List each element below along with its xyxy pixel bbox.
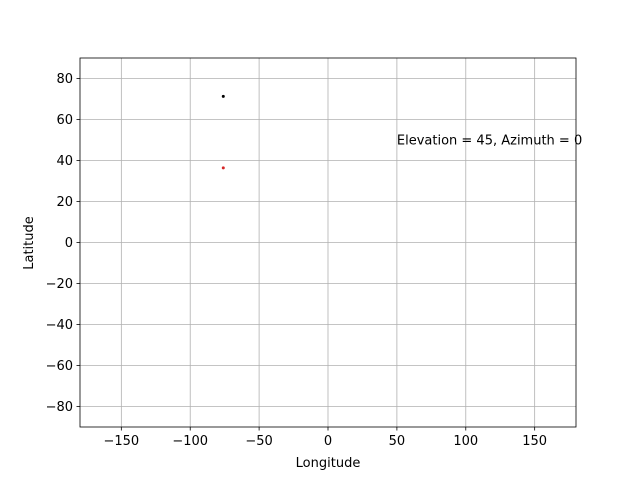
y-tick-label: −80 <box>46 400 73 415</box>
x-tick-label: −100 <box>172 434 208 449</box>
grid-lines <box>80 58 576 427</box>
data-point <box>221 94 225 98</box>
annotations: Elevation = 45, Azimuth = 0 <box>397 134 582 149</box>
data-point <box>221 166 225 170</box>
y-tick-label: 20 <box>56 195 73 210</box>
axis-ticks: −150 −100 −50 0 50 100 150 −80 −60 −40 −20 0 20 40 60 8… <box>46 72 548 449</box>
annotation-text: Elevation = 45, Azimuth = 0 <box>397 134 582 149</box>
y-tick-label: 0 <box>65 236 73 251</box>
y-tick-label: −60 <box>46 359 73 374</box>
x-tick-label: 100 <box>453 434 478 449</box>
y-tick-label: 80 <box>56 72 73 87</box>
y-tick-label: 60 <box>56 113 73 128</box>
x-tick-label: 150 <box>522 434 547 449</box>
x-tick-label: −50 <box>245 434 272 449</box>
x-tick-label: 0 <box>324 434 332 449</box>
x-axis-label: Longitude <box>296 456 361 471</box>
y-tick-label: −20 <box>46 277 73 292</box>
x-tick-label: 50 <box>389 434 406 449</box>
y-tick-label: −40 <box>46 318 73 333</box>
x-tick-label: −150 <box>103 434 139 449</box>
data-points <box>221 94 225 170</box>
y-tick-label: 40 <box>56 154 73 169</box>
y-axis-label: Latitude <box>22 216 37 270</box>
